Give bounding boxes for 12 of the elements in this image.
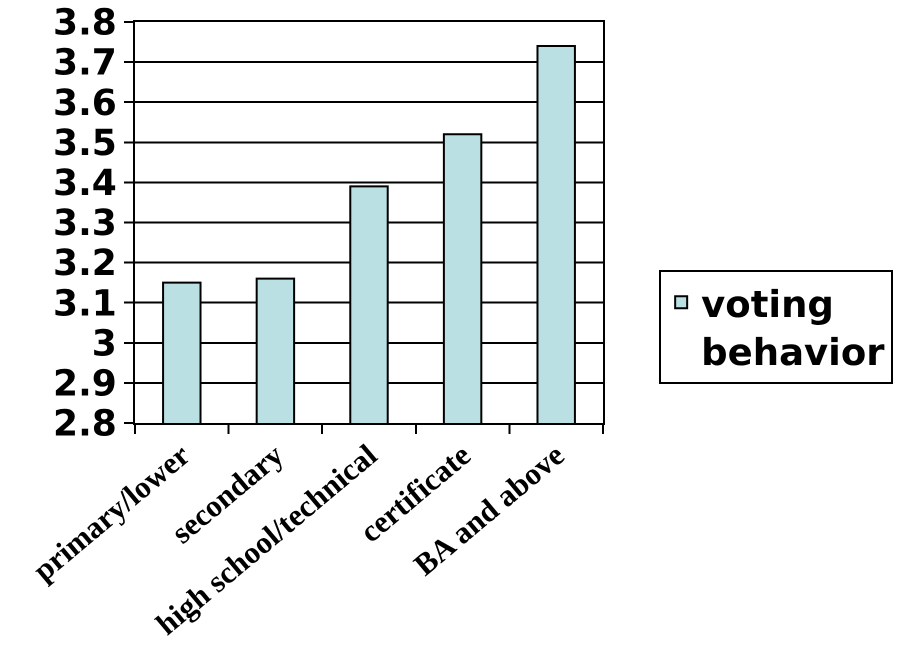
y-tick-label: 3.6 [53, 82, 117, 124]
y-tick-label: 3 [92, 323, 117, 364]
y-tick-label: 3.5 [53, 122, 117, 164]
y-tick-label: 3.3 [53, 203, 117, 244]
y-tick-label: 2.8 [53, 404, 117, 445]
y-tick-label: 3.2 [53, 243, 117, 284]
y-tick-label: 3.7 [53, 42, 117, 84]
legend-label: voting behavior [701, 282, 886, 374]
y-tick-label: 2.9 [53, 364, 117, 404]
y-tick-label: 3.1 [53, 283, 117, 324]
y-tick-label: 3.4 [53, 163, 117, 204]
y-tick-label: 3.8 [53, 2, 117, 44]
